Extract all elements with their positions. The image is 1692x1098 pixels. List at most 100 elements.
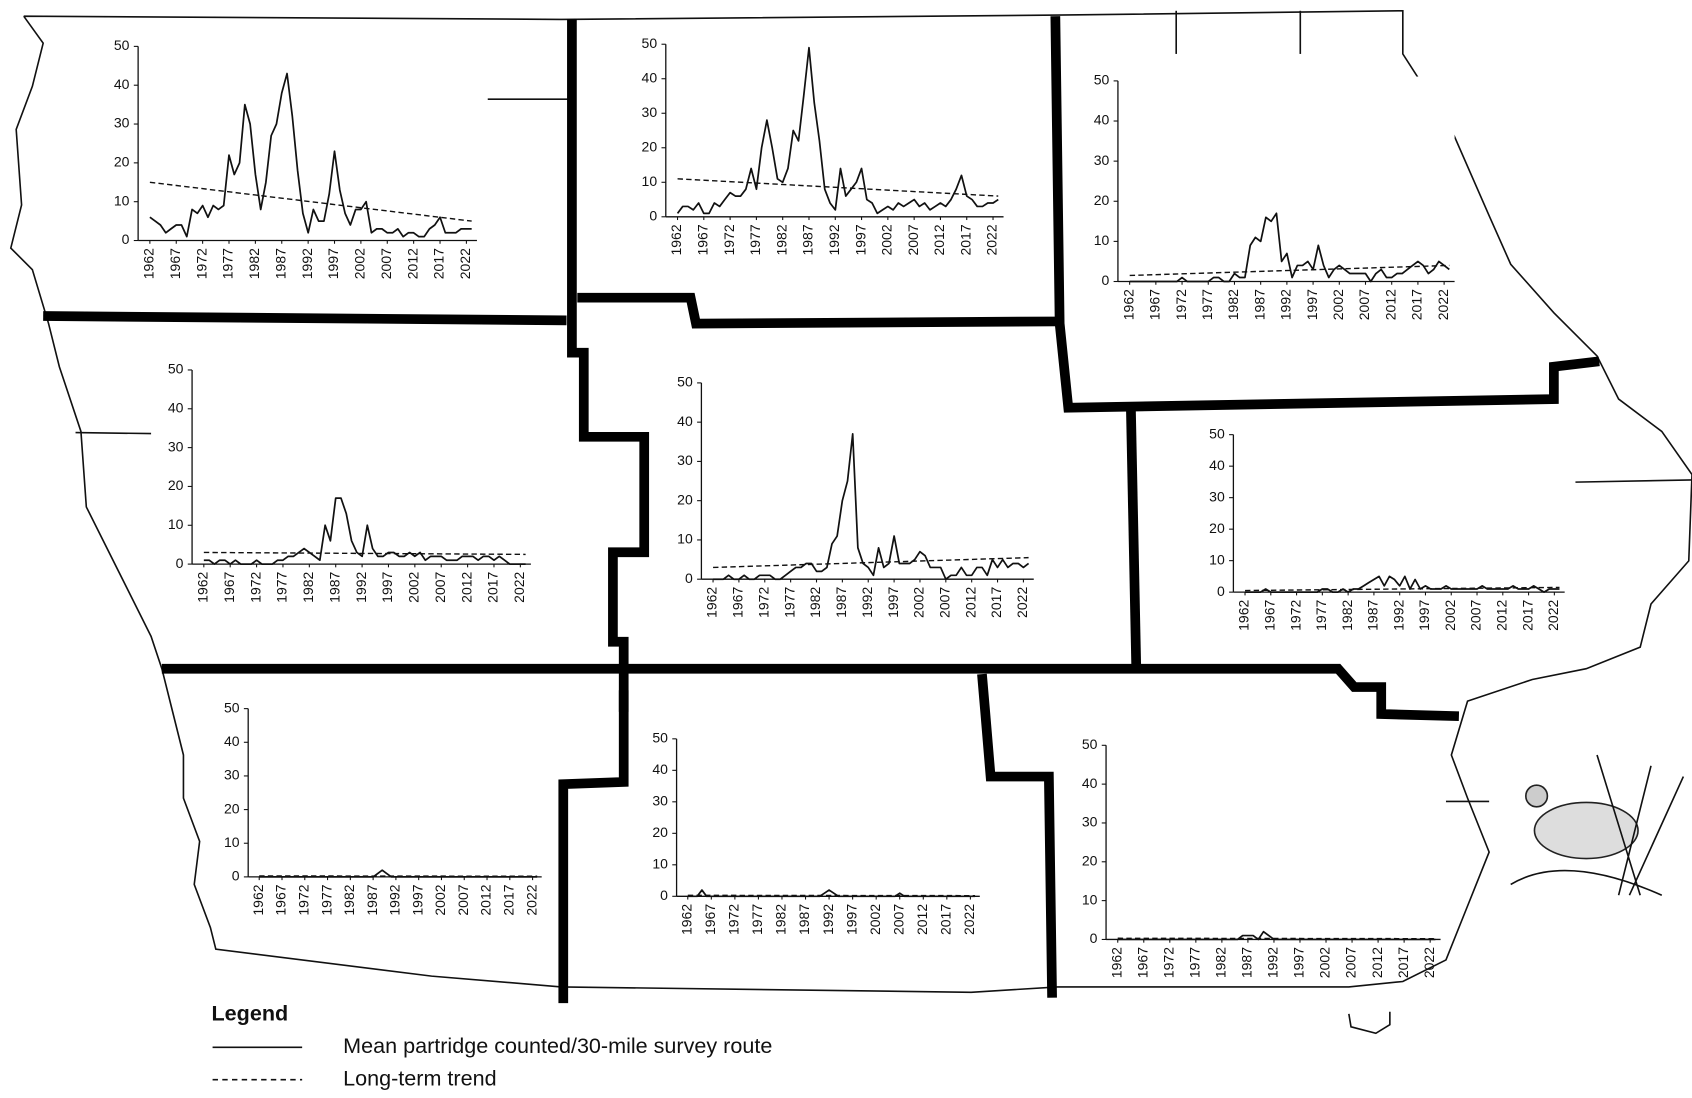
x-tick-label: 2022 [511,571,527,602]
y-tick-label: 10 [114,192,130,208]
x-tick-label: 1972 [1287,599,1303,630]
x-tick-label: 2012 [478,884,494,915]
x-tick-label: 1987 [364,884,380,915]
data-line [1129,212,1450,283]
y-tick-label: 20 [652,824,668,840]
x-tick-label: 1967 [1134,947,1150,978]
y-tick-label: 0 [232,868,240,884]
x-tick-label: 1997 [885,587,901,618]
x-tick-label: 1962 [195,571,211,602]
x-tick-label: 2017 [1519,599,1535,630]
y-tick-label: 40 [652,761,668,777]
x-tick-label: 1997 [1304,289,1320,320]
plot-background [701,378,1034,580]
x-tick-label: 2022 [457,248,473,279]
x-tick-label: 1962 [1236,599,1252,630]
y-tick-label: 50 [114,37,130,53]
x-tick-label: 2007 [432,571,448,602]
y-tick-label: 50 [652,730,668,746]
y-tick-label: 30 [1082,814,1098,830]
data-line [676,46,999,215]
x-tick-label: 2017 [957,224,973,255]
x-tick-label: 2002 [1317,947,1333,978]
x-tick-label: 2012 [404,248,420,279]
x-tick-label: 1992 [353,571,369,602]
x-tick-label: 2022 [1435,289,1451,320]
x-tick-label: 1962 [678,904,694,935]
data-line [149,72,472,238]
mini-chart: 0 10 20 30 40 50 1962 1967 1972 1977 1982 1987 1992 1… [1082,736,1441,978]
x-tick-label: 1987 [1251,289,1267,320]
x-tick-label: 1977 [1187,947,1203,978]
x-tick-label: 1967 [221,571,237,602]
x-tick-label: 1987 [800,224,816,255]
y-tick-label: 30 [224,767,240,783]
plot-background [1233,430,1565,593]
x-tick-label: 2002 [879,224,895,255]
x-tick-label: 2017 [1395,947,1411,978]
y-tick-label: 0 [1101,272,1109,288]
x-tick-label: 1977 [749,904,765,935]
legend-title: Legend [212,1001,289,1026]
x-tick-label: 1997 [325,248,341,279]
plot-background [1106,740,1441,940]
y-tick-label: 20 [1082,852,1098,868]
x-tick-label: 2007 [1356,289,1372,320]
y-tick-label: 50 [1094,72,1110,88]
x-tick-label: 1977 [318,884,334,915]
x-tick-label: 1977 [747,224,763,255]
trend-line [1245,586,1560,592]
x-tick-label: 2022 [1421,947,1437,978]
mini-chart: 0 10 20 30 40 50 1962 1967 1972 1977 1982 1987 1992 1… [1094,72,1455,320]
x-tick-label: 1982 [1225,289,1241,320]
y-tick-label: 10 [224,834,240,850]
x-tick-label: 1997 [379,571,395,602]
y-tick-label: 40 [1094,112,1110,128]
data-line [1117,930,1436,941]
y-tick-label: 20 [1209,520,1225,536]
y-tick-label: 20 [224,800,240,816]
mini-chart: 0 10 20 30 40 50 1962 1967 1972 1977 1982 1987 1992 1… [652,730,980,935]
y-tick-label: 10 [1082,891,1098,907]
y-tick-label: 50 [168,361,184,377]
y-tick-label: 20 [114,154,130,170]
county-line [75,431,152,435]
x-tick-label: 2022 [1545,599,1561,630]
x-tick-label: 1962 [668,224,684,255]
y-tick-label: 0 [1090,930,1098,946]
x-tick-label: 1967 [167,248,183,279]
x-tick-label: 2012 [1382,289,1398,320]
region-border [567,19,650,712]
x-tick-label: 2012 [458,571,474,602]
x-tick-label: 2002 [432,884,448,915]
y-tick-label: 30 [1209,488,1225,504]
mini-chart: 0 10 20 30 40 50 1962 1967 1972 1977 1982 1987 1992 1… [677,374,1034,618]
x-tick-label: 2002 [1442,599,1458,630]
x-tick-label: 2007 [937,587,953,618]
y-tick-label: 0 [122,231,130,247]
mini-chart: 0 10 20 30 40 50 1962 1967 1972 1977 1982 1987 1992 1… [224,699,542,916]
region-border [43,311,567,326]
x-tick-label: 1982 [773,224,789,255]
y-tick-label: 30 [652,793,668,809]
x-tick-label: 2002 [1330,289,1346,320]
x-tick-label: 1987 [833,587,849,618]
x-tick-label: 1972 [1173,289,1189,320]
x-tick-label: 1992 [1390,599,1406,630]
y-tick-label: 20 [642,138,658,154]
y-tick-label: 20 [1094,192,1110,208]
state-outline [9,9,1692,1035]
y-tick-label: 20 [168,477,184,493]
x-tick-label: 2007 [1468,599,1484,630]
y-tick-label: 0 [660,887,668,903]
x-tick-label: 1977 [274,571,290,602]
legend-item: Long-term trend [343,1065,496,1090]
legend-item: Mean partridge counted/30-mile survey ro… [343,1033,772,1058]
x-tick-label: 1992 [1278,289,1294,320]
x-tick-label: 1992 [1265,947,1281,978]
y-tick-label: 0 [649,208,657,224]
grass [1510,754,1685,896]
x-tick-label: 2012 [1369,947,1385,978]
data-line [687,889,976,898]
y-tick-label: 50 [224,699,240,715]
